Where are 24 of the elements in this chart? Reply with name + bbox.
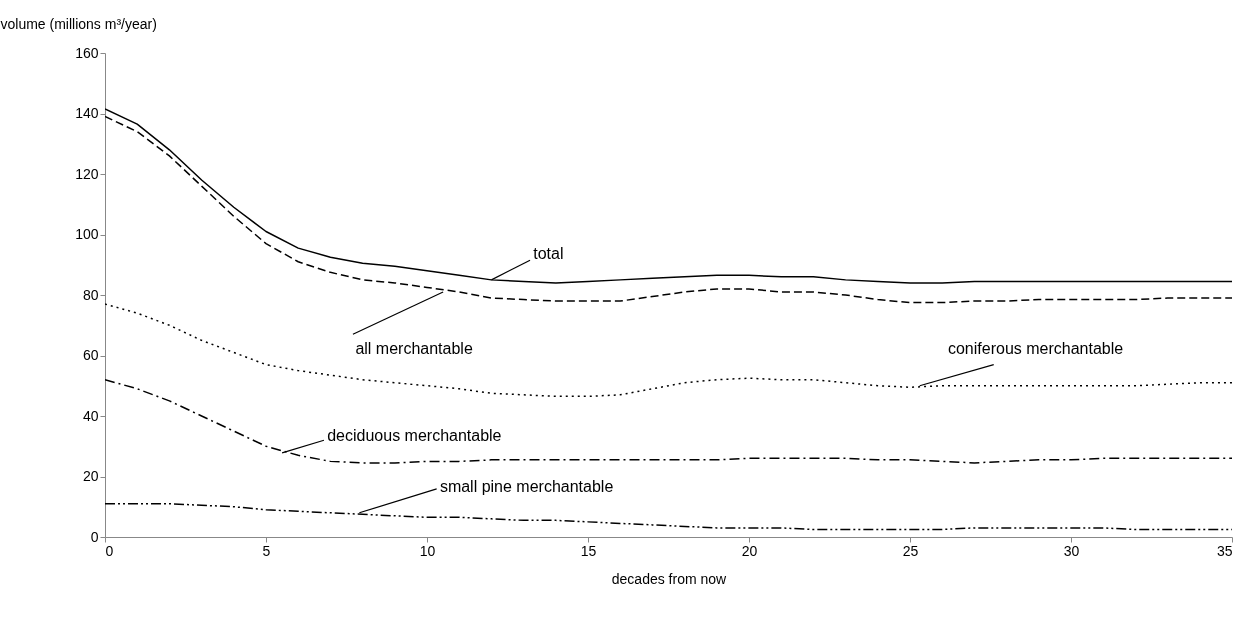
x-tick-label: 0 — [105, 542, 114, 559]
x-tick-label: 25 — [902, 542, 919, 559]
y-tick-label: 140 — [75, 105, 99, 121]
y-tick-label: 40 — [82, 407, 99, 424]
y-axis-title: volume (millions m³/year) — [0, 15, 157, 32]
x-tick-label: 35 — [1216, 542, 1233, 559]
x-tick-label: 15 — [580, 542, 597, 559]
series-label: total — [533, 245, 564, 263]
y-tick-label: 60 — [82, 347, 99, 363]
x-tick-label: 30 — [1063, 542, 1080, 559]
x-tick-label: 20 — [741, 542, 758, 559]
x-axis-title: decades from now — [611, 570, 728, 587]
y-tick-label: 100 — [75, 226, 99, 242]
y-tick-label: 160 — [75, 44, 99, 61]
text: all merchantable — [355, 340, 473, 358]
y-tick-label: 20 — [82, 468, 99, 484]
series-label: deciduous merchantable — [327, 426, 502, 444]
series-label: coniferous merchantable — [947, 340, 1124, 358]
y-tick-label: 80 — [82, 286, 99, 303]
series-label: small pine merchantable — [439, 478, 614, 496]
x-tick-label: 10 — [419, 542, 436, 559]
y-tick-label: 0 — [90, 528, 99, 545]
y-tick-label: 120 — [75, 165, 99, 182]
x-tick-label: 5 — [262, 542, 271, 559]
